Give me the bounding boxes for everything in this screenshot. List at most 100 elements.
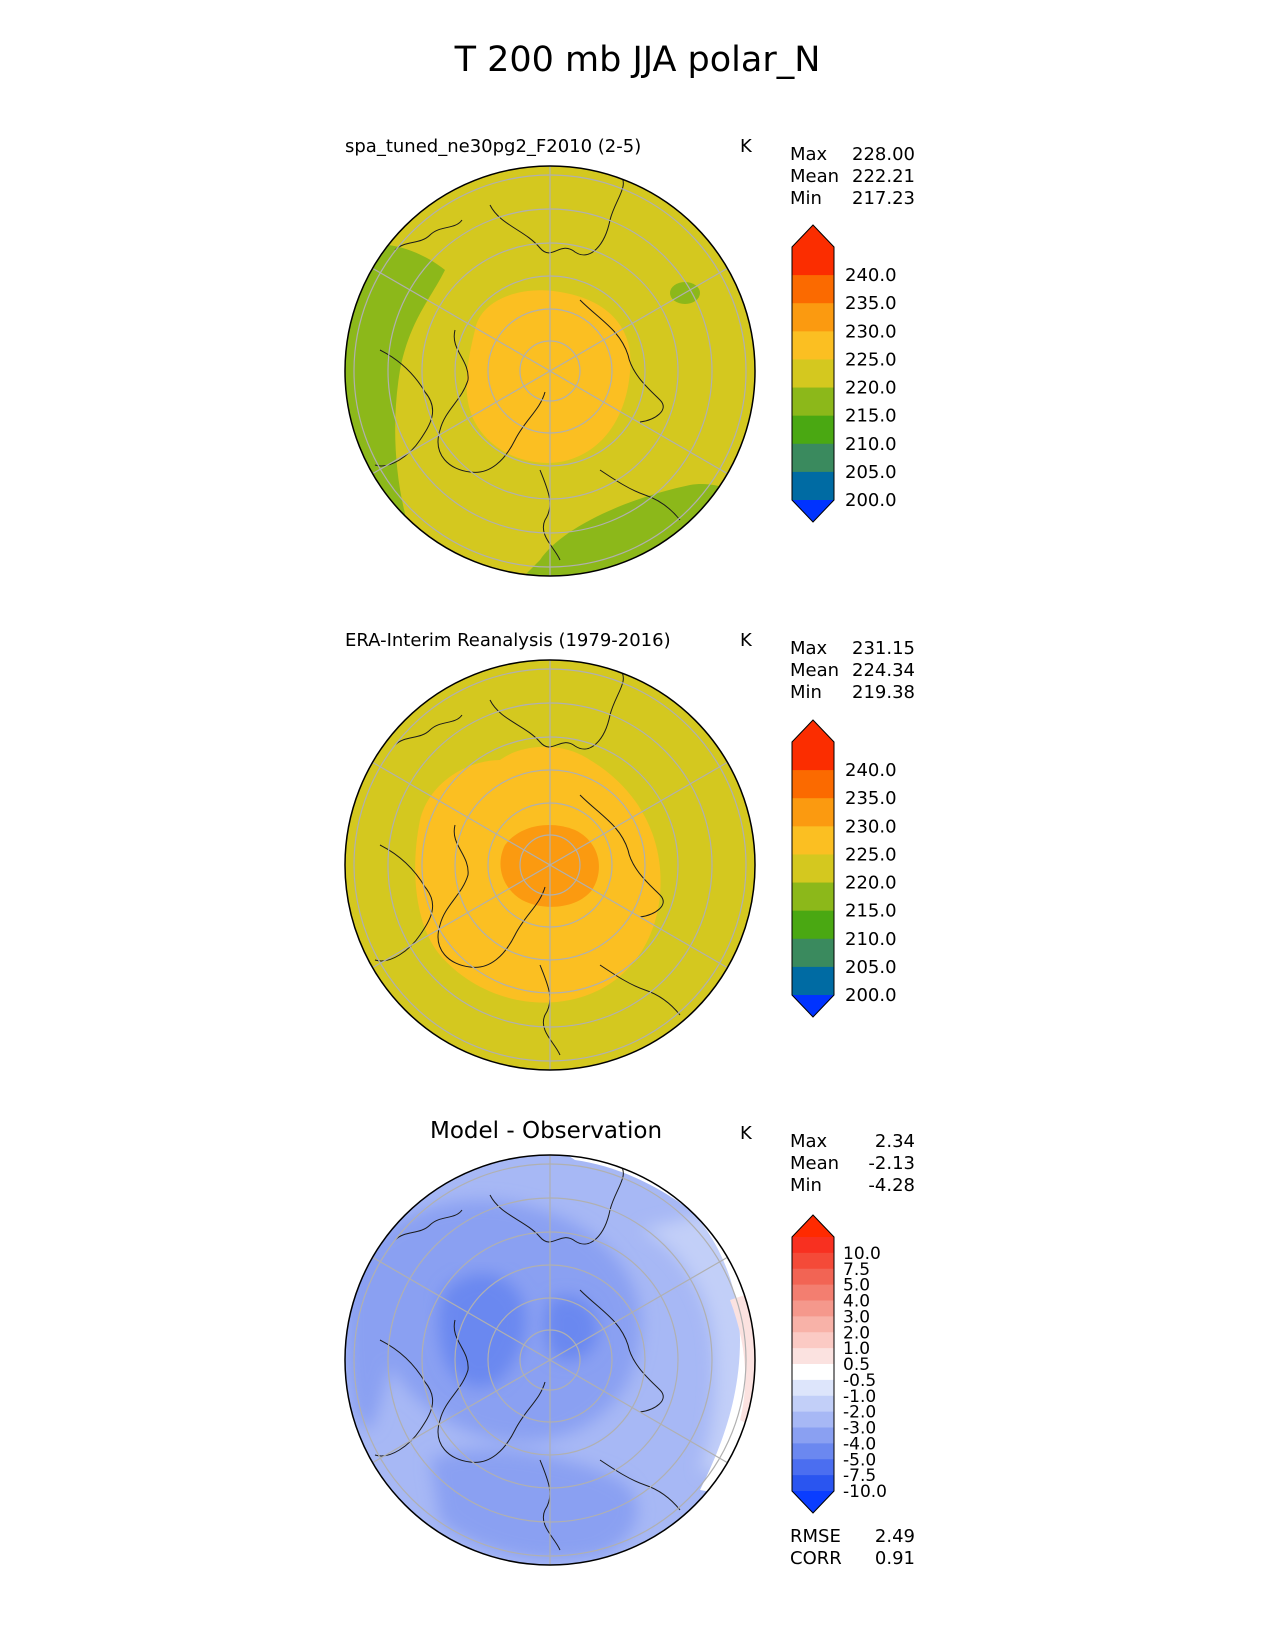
- colorbar-3-tick-label: -3.0: [843, 1419, 876, 1439]
- map-3-field-neg4-neg3: [438, 1273, 599, 1388]
- panel-3-stats: Max 2.34 Mean -2.13 Min -4.28: [790, 1131, 915, 1197]
- map-2-boundary: [344, 659, 756, 1071]
- map-1-coastlines: [374, 174, 681, 561]
- panel-3-stat-mean: Mean -2.13: [790, 1153, 915, 1174]
- colorbar-3-segment: [792, 1411, 834, 1428]
- colorbar-3-tick-label: -10.0: [843, 1482, 887, 1502]
- colorbar-3-tick-label: 0.5: [843, 1355, 870, 1375]
- colorbar-3-tick-label: -4.0: [843, 1434, 876, 1454]
- colorbar-3-segment: [792, 1475, 834, 1492]
- colorbar-2-segment: [792, 966, 834, 996]
- panel-3-units: K: [740, 1123, 752, 1144]
- panel-1-units: K: [740, 136, 752, 157]
- colorbar-3-segment: [792, 1348, 834, 1365]
- colorbar-3-segment: [792, 1332, 834, 1349]
- colorbar-2-segment: [792, 854, 834, 884]
- panel-2-stat-mean: Mean 224.34: [790, 660, 915, 681]
- colorbar-1: 240.0 235.0 230.0 225.0 220.0 215.0 210.0 205.0…: [791, 224, 897, 523]
- colorbar-3-tick-label: 3.0: [843, 1307, 870, 1327]
- colorbar-1-segment: [792, 471, 834, 501]
- colorbar-3-segment: [792, 1379, 834, 1397]
- colorbar-2-segment: [792, 770, 834, 799]
- colorbar-2-tick-label: 200.0: [845, 985, 897, 1006]
- colorbar-1-segment: [792, 331, 834, 360]
- colorbar-3-tick-label: -2.0: [843, 1403, 876, 1423]
- colorbar-3-segment: [792, 1316, 834, 1333]
- colorbar-2-segment: [792, 826, 834, 855]
- colorbar-2-tick-label: 220.0: [845, 873, 897, 894]
- colorbar-2-segment: [792, 798, 834, 827]
- colorbar-3-tick-label: 10.0: [843, 1244, 881, 1264]
- colorbar-2-outline: [791, 719, 835, 1018]
- colorbar-1-tick-label: 230.0: [845, 321, 897, 342]
- panel-3-stat-min: Min -4.28: [790, 1175, 915, 1196]
- colorbar-2-tick-label: 240.0: [845, 760, 897, 781]
- map-1-field-225-230: [466, 290, 631, 463]
- map-2-coastlines: [374, 669, 681, 1056]
- panel-3-stat-corr: CORR 0.91: [790, 1548, 915, 1569]
- panel-3-stat-rmse: RMSE 2.49: [790, 1526, 915, 1547]
- colorbar-1-segment: [792, 359, 834, 389]
- colorbar-3-segment: [792, 1427, 834, 1444]
- colorbar-2: 240.0 235.0 230.0 225.0 220.0 215.0 210.0 205.0…: [791, 719, 897, 1018]
- colorbar-3-segment: [792, 1284, 834, 1301]
- colorbar-3-extend-max: [792, 1215, 834, 1237]
- colorbar-3-outline: [791, 1214, 835, 1514]
- map-1-field-215-220-west: [345, 166, 520, 560]
- colorbar-1-tick-label: 240.0: [845, 265, 897, 286]
- colorbar-3-tick-label: 2.0: [843, 1323, 870, 1343]
- panel-1-stat-mean: Mean 222.21: [790, 166, 915, 187]
- panel-2-stat-min: Min 219.38: [790, 682, 915, 703]
- colorbar-3-tick-label: -0.5: [843, 1371, 876, 1391]
- colorbar-2-tick-label: 210.0: [845, 929, 897, 950]
- colorbar-1-segment: [792, 247, 834, 276]
- panel-2-stat-max: Max 231.15: [790, 638, 915, 659]
- panel-1-stat-min: Min 217.23: [790, 188, 915, 209]
- panel-3-skill-stats: RMSE 2.49 CORR 0.91: [790, 1526, 915, 1570]
- colorbar-2-tick-label: 235.0: [845, 788, 897, 809]
- colorbar-1-tick-label: 210.0: [845, 434, 897, 455]
- panel-2-stats: Max 231.15 Mean 224.34 Min 219.38: [790, 638, 915, 704]
- colorbar-3-tick-label: 1.0: [843, 1339, 870, 1359]
- colorbar-2-segment: [792, 938, 834, 968]
- colorbar-3-tick-label: 4.0: [843, 1292, 870, 1312]
- colorbar-2-segment: [792, 910, 834, 940]
- colorbar-3-tick-label: 7.5: [843, 1260, 870, 1280]
- panel-1-title: spa_tuned_ne30pg2_F2010 (2-5): [345, 136, 642, 157]
- panel-3-title: Model - Observation: [430, 1118, 663, 1144]
- colorbar-2-tick-label: 215.0: [845, 901, 897, 922]
- panel-2-title: ERA-Interim Reanalysis (1979-2016): [345, 630, 671, 651]
- colorbar-3-tick-label: -7.5: [843, 1466, 876, 1486]
- colorbar-3-segment: [792, 1395, 834, 1413]
- colorbar-1-outline: [791, 224, 835, 523]
- map-3-gridlines: [353, 1155, 747, 1565]
- colorbar-3-segment: [792, 1268, 834, 1286]
- colorbar-3-tick-label: -1.0: [843, 1387, 876, 1407]
- map-3-boundary: [344, 1154, 756, 1566]
- map-panel-3: [344, 1154, 756, 1566]
- colorbar-1-segment: [792, 387, 834, 417]
- colorbar-1-tick-label: 225.0: [845, 349, 897, 370]
- colorbar-3-segment: [792, 1252, 834, 1270]
- colorbars: 240.0 235.0 230.0 225.0 220.0 215.0 210.0 205.0…: [791, 224, 897, 1514]
- colorbar-3-segment: [792, 1237, 834, 1254]
- map-1-boundary: [344, 165, 756, 577]
- colorbar-3-segment: [792, 1300, 834, 1317]
- panel-3-stat-max: Max 2.34: [790, 1131, 915, 1152]
- map-panel-1: [344, 165, 756, 577]
- colorbar-3-segment: [792, 1459, 834, 1476]
- map-2-gridlines: [353, 660, 747, 1070]
- colorbar-3: 10.07.55.04.03.02.01.00.5-0.5-1.0-2.0-3.…: [791, 1214, 887, 1514]
- colorbar-1-tick-label: 200.0: [845, 490, 897, 511]
- colorbar-1-segment: [792, 443, 834, 473]
- colorbar-1-extend-min: [792, 500, 834, 522]
- map-panel-2: [344, 659, 756, 1071]
- colorbar-2-extend-min: [792, 995, 834, 1017]
- colorbar-2-extend-max: [792, 720, 834, 742]
- figure-title: T 200 mb JJA polar_N: [454, 40, 821, 80]
- colorbar-3-segment: [792, 1364, 834, 1381]
- colorbar-3-extend-min: [792, 1491, 834, 1513]
- colorbar-1-tick-label: 235.0: [845, 293, 897, 314]
- colorbar-1-tick-label: 205.0: [845, 462, 897, 483]
